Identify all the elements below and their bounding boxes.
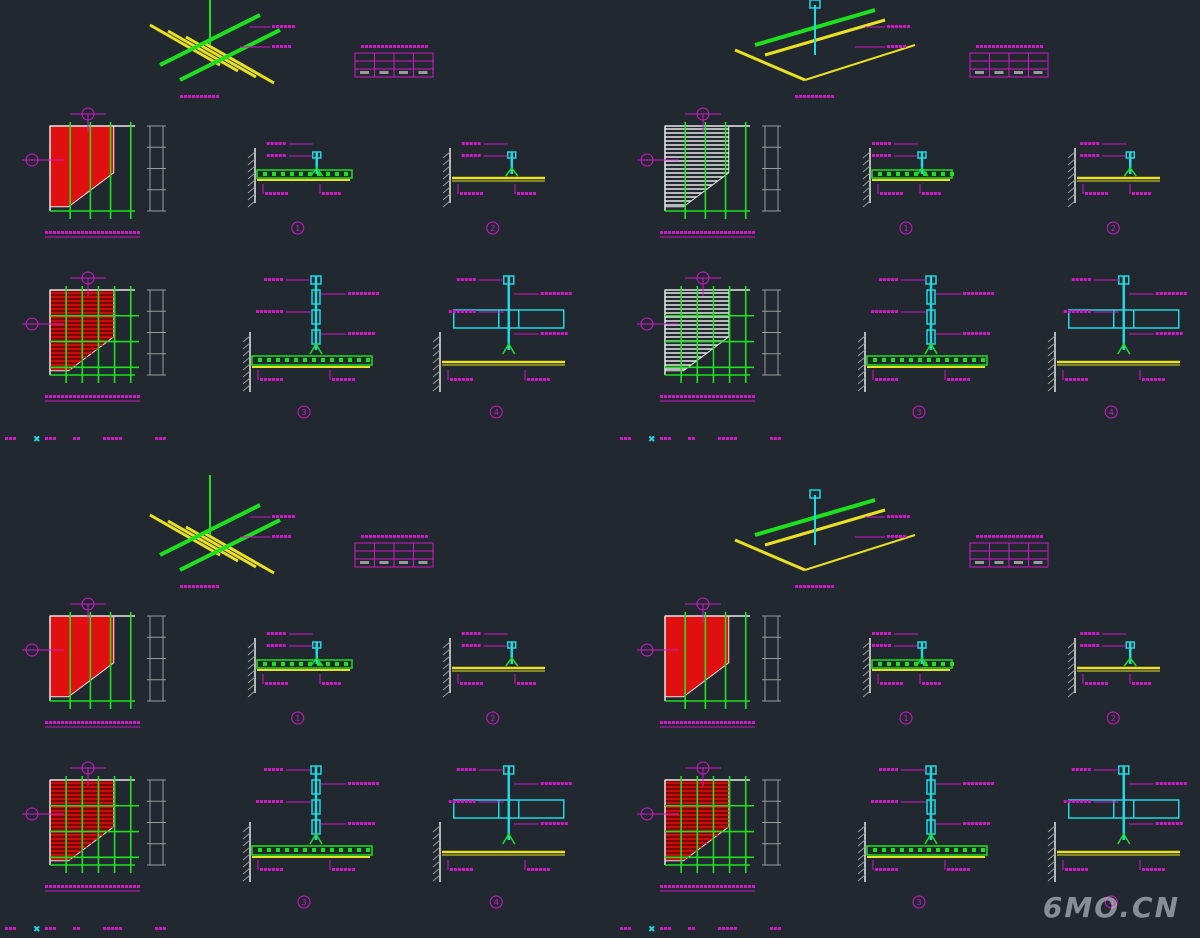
ceiling-plan	[637, 271, 781, 402]
detail-number: 1	[295, 714, 300, 723]
ceiling-plan	[637, 107, 781, 238]
section-detail-hanger: 3	[242, 765, 379, 909]
section-detail: 1	[862, 632, 954, 725]
svg-text:✖: ✖	[33, 925, 41, 935]
section-detail: 2	[1067, 632, 1160, 725]
section-detail-hanger: 4	[1047, 275, 1187, 419]
detail-number: 2	[1111, 224, 1116, 233]
detail-number: 1	[903, 714, 908, 723]
detail-number-circle	[291, 221, 305, 235]
sheet-footer: ✖	[5, 435, 166, 445]
spec-table	[969, 535, 1049, 568]
section-detail: 1	[862, 142, 954, 235]
section-detail: 2	[442, 142, 545, 235]
svg-text:✖: ✖	[33, 435, 41, 445]
detail-number-circle	[1106, 711, 1120, 725]
section-detail-hanger: 4	[432, 275, 572, 419]
detail-number-circle	[486, 711, 500, 725]
detail-number: 2	[490, 714, 495, 723]
detail-number: 2	[1111, 714, 1116, 723]
section-detail-hanger: 4	[1047, 765, 1187, 909]
detail-number: 4	[1109, 898, 1114, 907]
detail-number-circle	[489, 405, 503, 419]
detail-number-circle	[912, 405, 926, 419]
drawing-sheet-bottom-left: 1 2 3 4 ✖	[5, 475, 572, 935]
detail-number-circle	[297, 895, 311, 909]
detail-number-circle	[1104, 895, 1118, 909]
detail-number: 2	[490, 224, 495, 233]
detail-number: 4	[494, 408, 499, 417]
detail-number: 3	[916, 408, 921, 417]
sheet-footer: ✖	[620, 435, 781, 445]
detail-number: 3	[301, 898, 306, 907]
ceiling-plan	[22, 761, 166, 892]
detail-number-circle	[899, 221, 913, 235]
ceiling-plan	[22, 597, 166, 728]
spec-table	[354, 535, 434, 568]
detail-number-circle	[912, 895, 926, 909]
drawing-sheet-bottom-right: 1 2 3 4 ✖	[620, 489, 1187, 935]
ceiling-plan	[22, 271, 166, 402]
section-detail-hanger: 3	[857, 275, 994, 419]
detail-number-circle	[297, 405, 311, 419]
spec-table	[354, 45, 434, 78]
drawing-sheet-top-right: 1 2 3 4 ✖	[620, 0, 1187, 445]
drawing-sheet-top-left: 1 2 3 4 ✖	[5, 0, 572, 445]
section-detail: 1	[247, 142, 353, 235]
sheet-footer: ✖	[620, 925, 781, 935]
watermark: 6MO.CN	[1042, 891, 1180, 924]
sheet-footer: ✖	[5, 925, 166, 935]
section-detail-hanger: 3	[242, 275, 379, 419]
ceiling-plan	[637, 597, 781, 728]
section-detail: 2	[442, 632, 545, 725]
detail-number: 3	[301, 408, 306, 417]
section-detail-hanger: 4	[432, 765, 572, 909]
section-detail: 1	[247, 632, 353, 725]
detail-number-circle	[1106, 221, 1120, 235]
isometric-keel-sketch	[734, 489, 916, 588]
isometric-keel-sketch	[149, 475, 295, 588]
detail-number: 1	[903, 224, 908, 233]
detail-number-circle	[291, 711, 305, 725]
detail-number: 4	[494, 898, 499, 907]
detail-number: 3	[916, 898, 921, 907]
isometric-keel-sketch	[734, 0, 916, 98]
detail-number: 4	[1109, 408, 1114, 417]
ceiling-plan	[22, 107, 166, 238]
ceiling-plan	[637, 761, 781, 892]
svg-text:✖: ✖	[648, 435, 656, 445]
detail-number-circle	[1104, 405, 1118, 419]
isometric-keel-sketch	[149, 0, 295, 98]
spec-table	[969, 45, 1049, 78]
section-detail: 2	[1067, 142, 1160, 235]
detail-number-circle	[489, 895, 503, 909]
detail-number-circle	[486, 221, 500, 235]
svg-text:✖: ✖	[648, 925, 656, 935]
detail-number: 1	[295, 224, 300, 233]
detail-number-circle	[899, 711, 913, 725]
section-detail-hanger: 3	[857, 765, 994, 909]
